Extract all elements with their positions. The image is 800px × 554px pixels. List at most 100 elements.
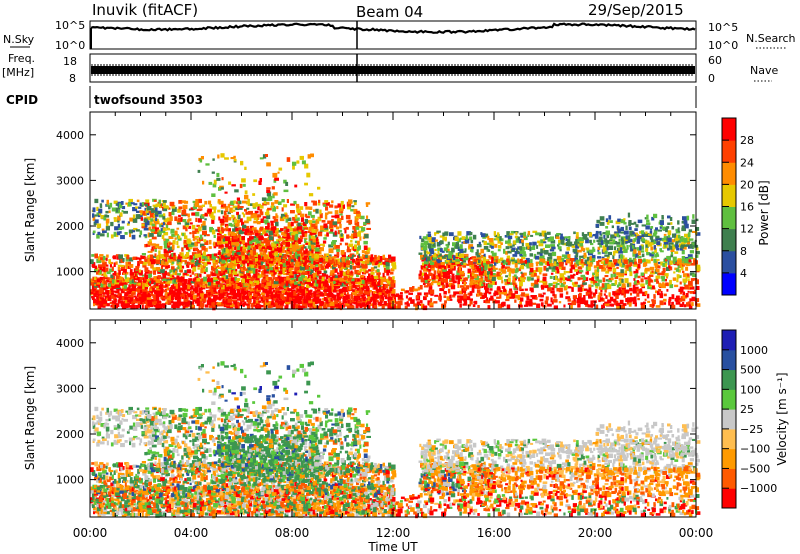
echo-cell	[255, 305, 260, 310]
echo-cell	[167, 247, 171, 252]
echo-cell	[158, 250, 161, 256]
echo-cell	[154, 243, 160, 247]
echo-cell	[211, 302, 215, 306]
echo-cell	[542, 292, 546, 295]
echo-cell	[313, 291, 317, 295]
echo-cell	[325, 280, 328, 285]
echo-cell	[343, 286, 348, 291]
echo-cell	[283, 272, 287, 276]
echo-cell	[390, 271, 394, 275]
echo-cell	[695, 286, 700, 290]
echo-cell	[483, 253, 486, 257]
echo-cell	[693, 289, 697, 292]
echo-cell	[354, 294, 359, 298]
echo-cell	[230, 224, 234, 227]
echo-cell	[358, 264, 361, 268]
echo-cell	[359, 236, 362, 241]
echo-cell	[268, 230, 274, 236]
echo-cell	[566, 246, 570, 251]
echo-cell	[556, 233, 561, 236]
echo-cell	[216, 265, 220, 268]
echo-cell	[590, 300, 593, 305]
echo-cell	[110, 294, 114, 299]
echo-cell	[607, 299, 612, 304]
echo-cell	[110, 221, 114, 227]
echo-cell	[125, 271, 129, 275]
echo-cell	[310, 278, 315, 282]
echo-cell	[655, 305, 661, 308]
echo-cell	[176, 289, 180, 293]
echo-cell	[457, 231, 462, 236]
echo-cell	[231, 290, 236, 296]
echo-cell	[334, 205, 338, 209]
echo-cell	[230, 231, 235, 235]
echo-cell	[103, 285, 106, 288]
echo-cell	[175, 283, 181, 289]
echo-cell	[287, 288, 291, 292]
echo-cell	[290, 288, 293, 292]
echo-cell	[420, 300, 423, 304]
echo-cell	[303, 299, 307, 304]
echo-cell	[290, 261, 294, 267]
echo-cell	[326, 232, 329, 237]
echo-cell	[202, 251, 206, 256]
echo-cell	[168, 212, 172, 217]
echo-cell	[334, 268, 338, 273]
echo-cell	[301, 283, 304, 287]
echo-cell	[94, 253, 98, 259]
echo-cell	[332, 289, 337, 293]
echo-cell	[138, 282, 141, 286]
echo-cell	[200, 260, 203, 263]
echo-cell	[583, 295, 586, 300]
echo-cell	[239, 200, 242, 205]
echo-cell	[309, 271, 312, 275]
echo-cell	[178, 293, 183, 296]
echo-cell	[282, 285, 285, 289]
echo-cell	[465, 235, 468, 240]
echo-cell	[287, 293, 291, 298]
echo-cell	[221, 231, 224, 234]
echo-cell	[162, 208, 168, 212]
echo-cell	[278, 270, 283, 275]
echo-cell	[621, 288, 625, 294]
echo-cell	[523, 304, 529, 307]
echo-cell	[109, 261, 114, 265]
echo-cell	[257, 274, 262, 279]
echo-cell	[250, 244, 253, 249]
echo-cell	[269, 260, 274, 264]
echo-cell	[672, 304, 676, 309]
echo-cell	[598, 292, 602, 296]
echo-cell	[595, 232, 599, 236]
echo-cell	[315, 267, 319, 271]
echo-cell	[202, 261, 206, 264]
echo-cell	[239, 241, 242, 245]
echo-cell	[184, 294, 187, 299]
echo-cell	[231, 299, 237, 302]
echo-cell	[111, 266, 114, 272]
echo-cell	[144, 294, 150, 300]
echo-cell	[106, 290, 110, 295]
echo-cell	[259, 296, 264, 299]
echo-cell	[449, 232, 454, 237]
echo-cell	[469, 231, 473, 236]
echo-cell	[309, 305, 312, 310]
echo-cell	[304, 238, 307, 244]
echo-cell	[615, 294, 619, 299]
echo-cell	[276, 305, 281, 308]
echo-cell	[119, 259, 122, 264]
echo-cell	[135, 297, 140, 301]
echo-cell	[274, 246, 277, 249]
echo-cell	[128, 229, 133, 234]
echo-cell	[198, 305, 201, 310]
echo-cell	[515, 294, 520, 299]
echo-cell	[585, 247, 590, 251]
echo-cell	[360, 258, 363, 261]
echo-cell	[347, 305, 351, 310]
echo-cell	[119, 212, 123, 217]
echo-cell	[298, 305, 303, 310]
echo-cell	[434, 249, 437, 252]
echo-cell	[250, 276, 254, 282]
echo-cell	[159, 246, 163, 250]
echo-cell	[181, 282, 187, 287]
echo-cell	[237, 265, 240, 269]
